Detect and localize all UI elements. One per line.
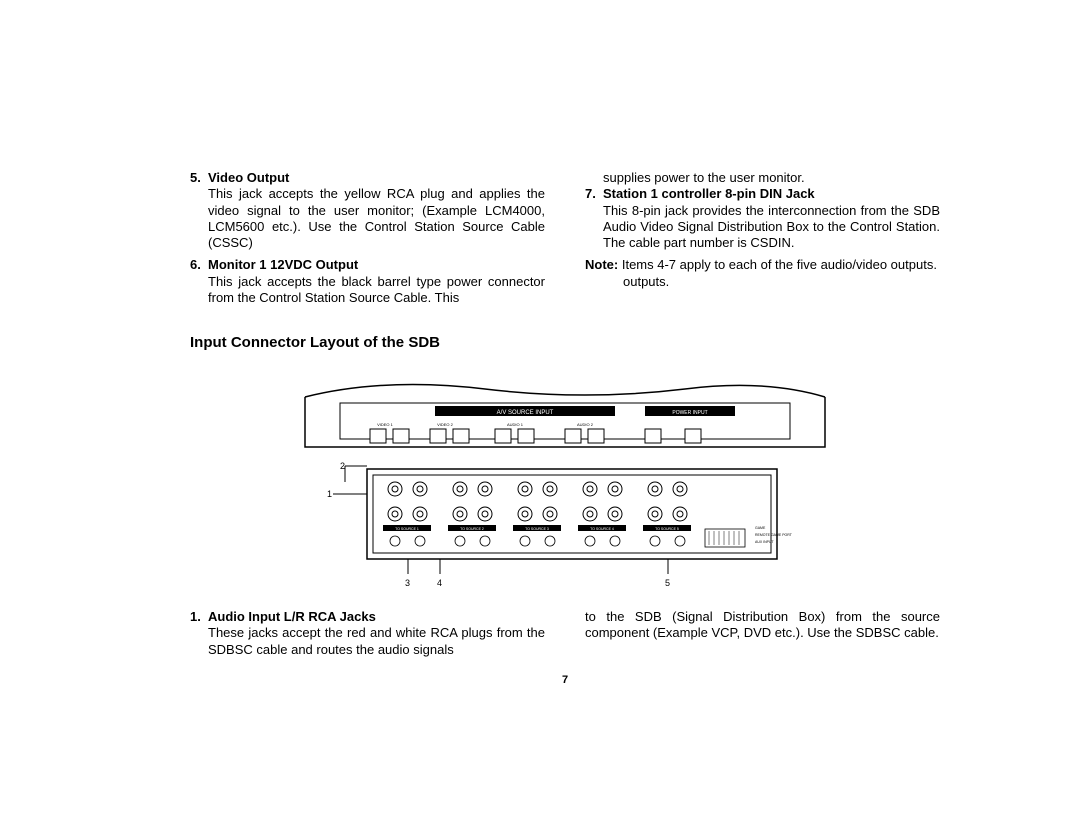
svg-text:TO SOURCE 2: TO SOURCE 2	[460, 527, 484, 531]
svg-text:VIDEO 1: VIDEO 1	[377, 422, 394, 427]
section-title: Input Connector Layout of the SDB	[190, 334, 940, 351]
item-number: 7.	[585, 186, 603, 202]
item-title: Video Output	[208, 170, 289, 185]
list-item: 1.Audio Input L/R RCA Jacks These jacks …	[190, 609, 545, 658]
svg-text:TO SOURCE 5: TO SOURCE 5	[655, 527, 679, 531]
item-title: Station 1 controller 8-pin DIN Jack	[603, 186, 815, 201]
item-body: This 8-pin jack provides the interconnec…	[585, 203, 940, 252]
label-avsource: A/V SOURCE INPUT	[497, 410, 554, 416]
item-title: Audio Input L/R RCA Jacks	[208, 609, 376, 624]
item-body: This jack accepts the yellow RCA plug an…	[190, 186, 545, 251]
top-right-column: supplies power to the user monitor. 7.St…	[585, 170, 940, 312]
item-title: Monitor 1 12VDC Output	[208, 257, 358, 272]
callout-1: 1	[327, 489, 332, 499]
note-body: Items 4-7 apply to each of the five audi…	[622, 257, 937, 272]
item-body: These jacks accept the red and white RCA…	[190, 625, 545, 658]
svg-text:TO SOURCE 1: TO SOURCE 1	[395, 527, 419, 531]
note: Note: Items 4-7 apply to each of the fiv…	[585, 257, 940, 290]
continuation-text: supplies power to the user monitor.	[585, 170, 940, 186]
callout-5: 5	[665, 578, 670, 588]
svg-text:TO SOURCE 3: TO SOURCE 3	[525, 527, 549, 531]
item-number: 5.	[190, 170, 208, 186]
svg-text:AUDIO 2: AUDIO 2	[577, 422, 594, 427]
bottom-left-column: 1.Audio Input L/R RCA Jacks These jacks …	[190, 609, 545, 664]
svg-text:GAME: GAME	[755, 526, 766, 530]
page-number: 7	[190, 674, 940, 686]
note-label: Note:	[585, 257, 618, 272]
svg-text:REMOTE GAME PORT: REMOTE GAME PORT	[755, 533, 793, 537]
list-item: 7.Station 1 controller 8-pin DIN Jack Th…	[585, 186, 940, 251]
sdb-diagram-svg: A/V SOURCE INPUT POWER INPUT VIDEO 1 VID…	[285, 369, 845, 594]
item-body: This jack accepts the black barrel type …	[190, 274, 545, 307]
top-columns: 5.Video Output This jack accepts the yel…	[190, 170, 940, 312]
list-item: 5.Video Output This jack accepts the yel…	[190, 170, 545, 251]
item-number: 1.	[190, 609, 208, 625]
callout-3: 3	[405, 578, 410, 588]
label-power: POWER INPUT	[672, 410, 707, 416]
continuation-text: to the SDB (Signal Distribution Box) fro…	[585, 609, 940, 642]
manual-page: 5.Video Output This jack accepts the yel…	[0, 0, 1080, 834]
connector-diagram: A/V SOURCE INPUT POWER INPUT VIDEO 1 VID…	[190, 369, 940, 599]
bottom-right-column: to the SDB (Signal Distribution Box) fro…	[585, 609, 940, 664]
item-number: 6.	[190, 257, 208, 273]
callout-4: 4	[437, 578, 442, 588]
svg-text:AUDIO 1: AUDIO 1	[507, 422, 524, 427]
list-item: 6.Monitor 1 12VDC Output This jack accep…	[190, 257, 545, 306]
svg-text:VIDEO 2: VIDEO 2	[437, 422, 454, 427]
bottom-columns: 1.Audio Input L/R RCA Jacks These jacks …	[190, 609, 940, 664]
svg-text:AUX INPUT: AUX INPUT	[755, 540, 775, 544]
top-left-column: 5.Video Output This jack accepts the yel…	[190, 170, 545, 312]
callout-2: 2	[340, 461, 345, 471]
svg-text:TO SOURCE 4: TO SOURCE 4	[590, 527, 614, 531]
